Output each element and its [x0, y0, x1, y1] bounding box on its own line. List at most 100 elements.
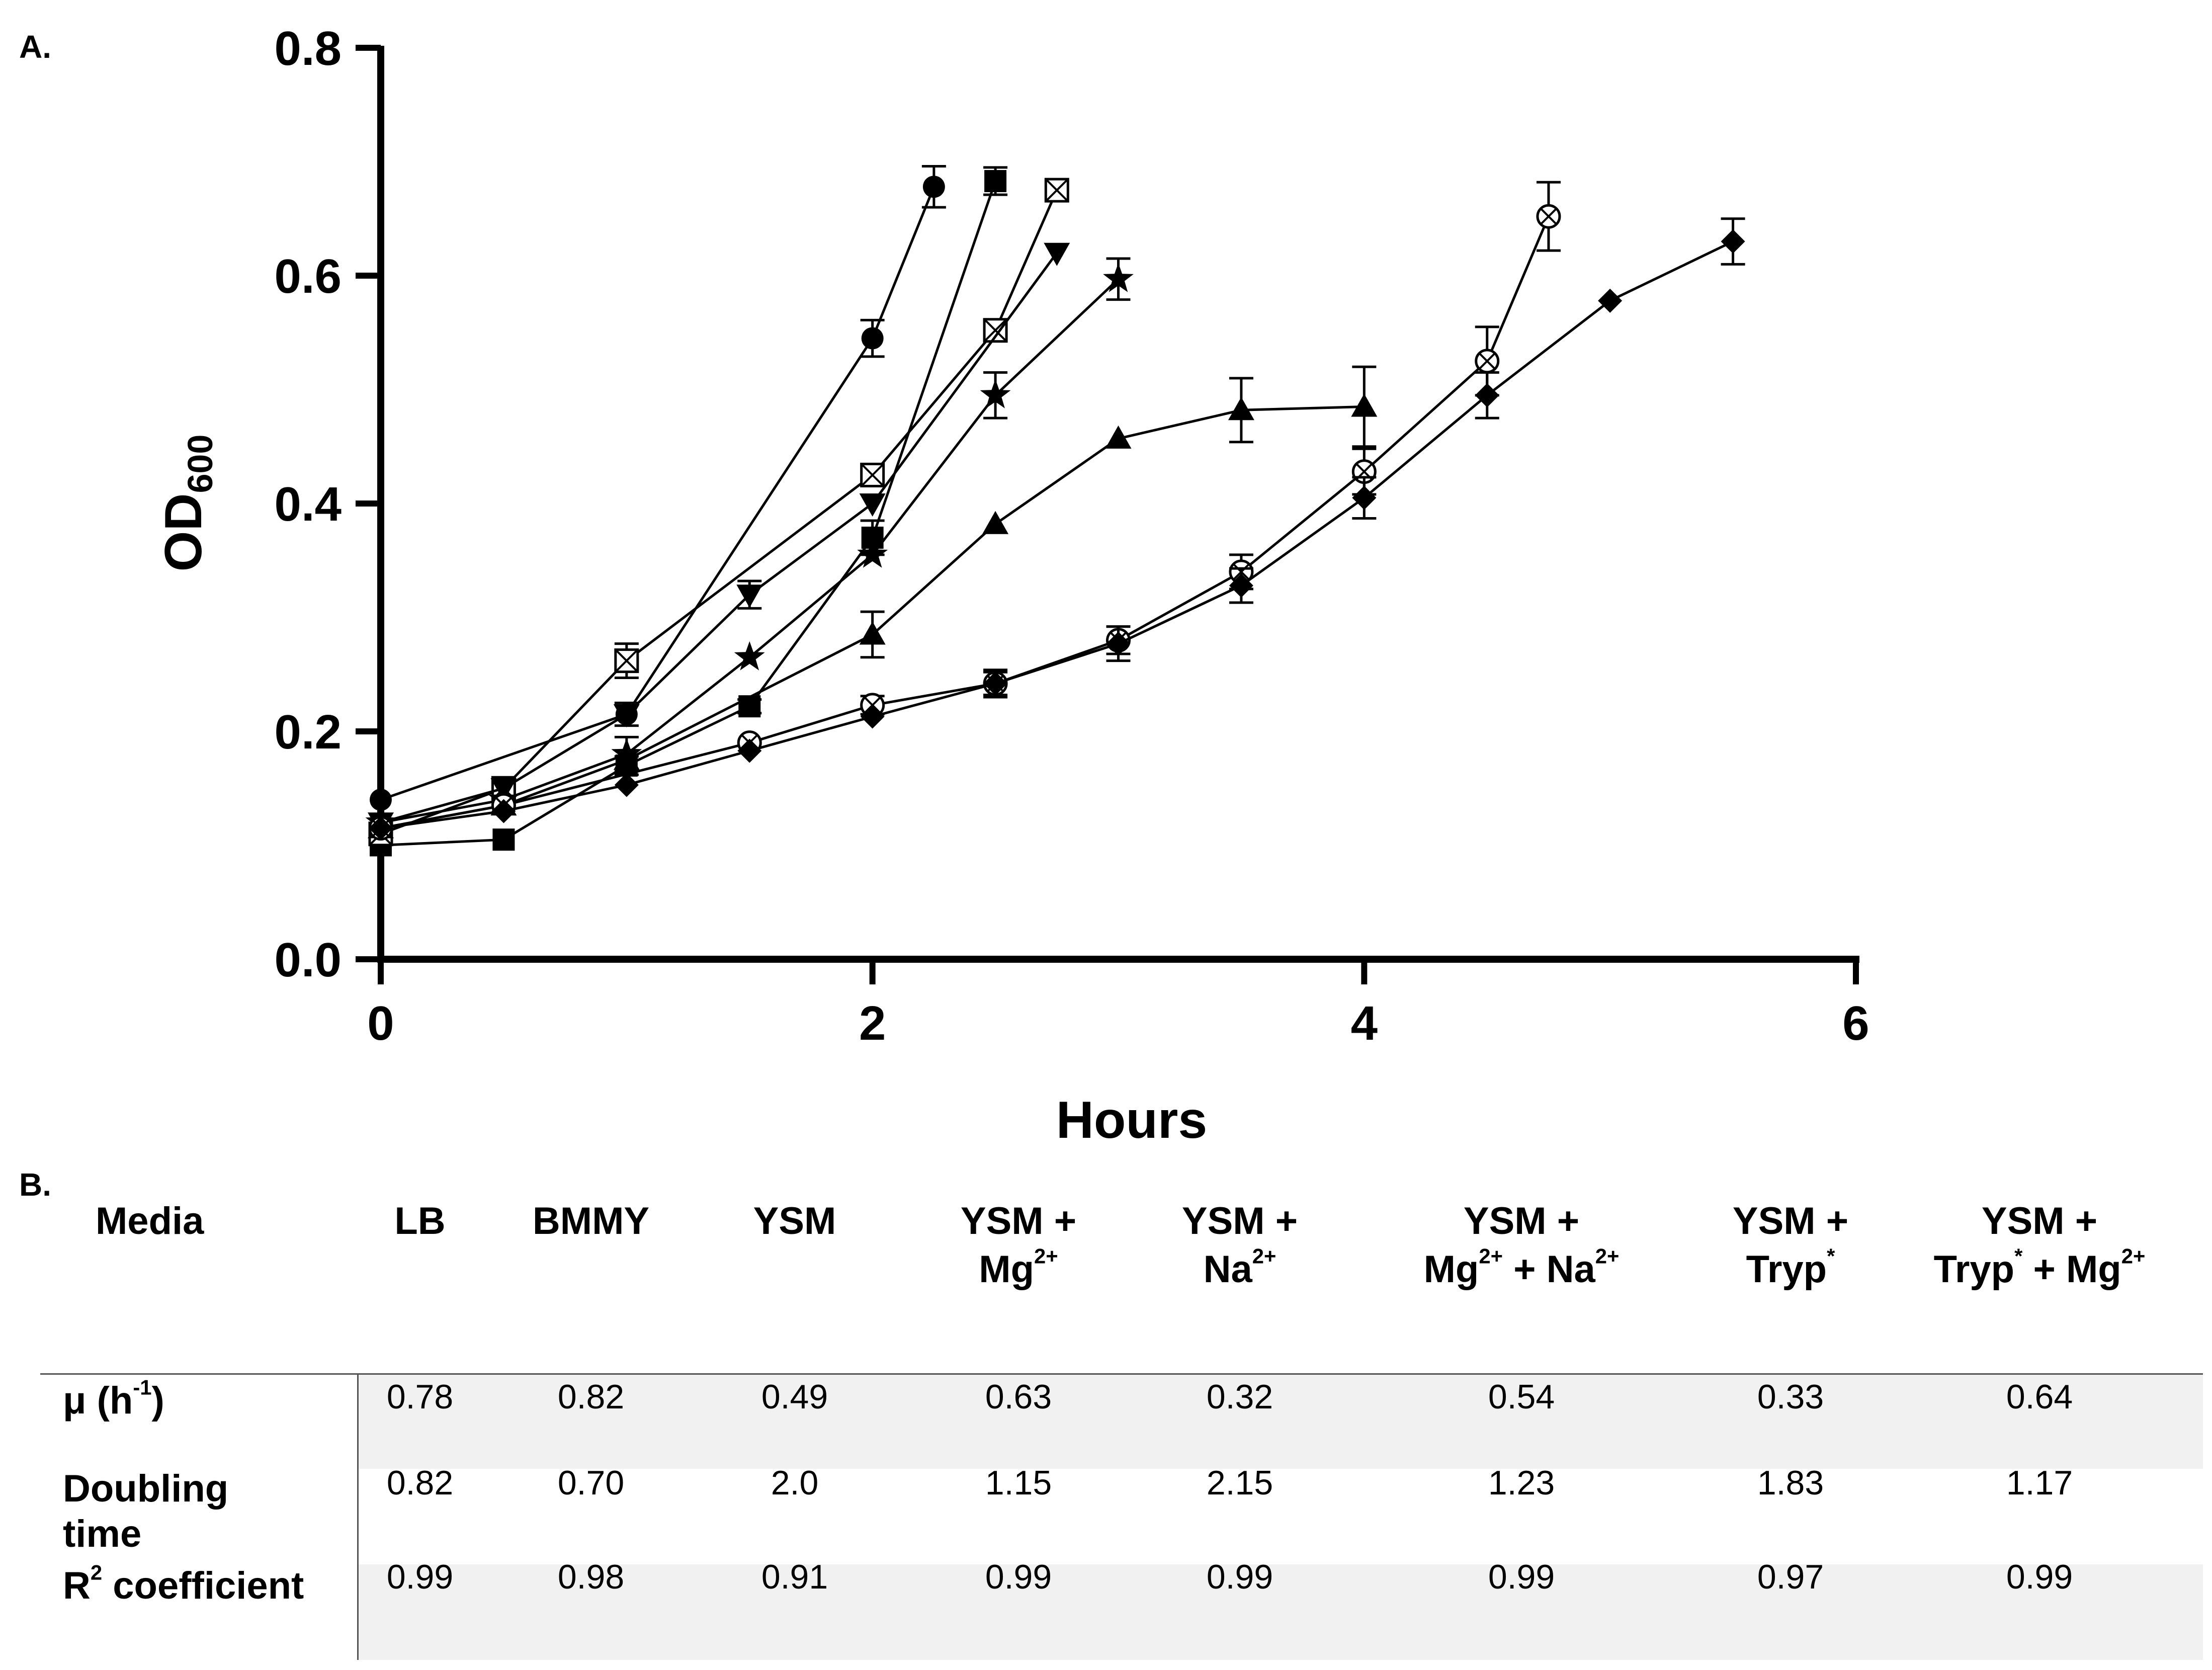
x-tick-label: 4 — [1351, 996, 1378, 1050]
y-tick-label: 0.0 — [275, 933, 342, 987]
series-line — [380, 216, 1550, 829]
chart-labels: Hours OD600 — [154, 435, 1207, 1149]
series-line — [380, 181, 997, 847]
table-cell: 0.99 — [985, 1558, 1052, 1596]
column-header: YSM — [753, 1200, 836, 1242]
data-point — [860, 462, 885, 487]
table-cell: 0.91 — [761, 1558, 828, 1596]
series-square-x — [368, 178, 1069, 847]
table-cell: 1.83 — [1757, 1464, 1824, 1502]
data-point — [983, 671, 1008, 696]
series-triangle-up — [368, 365, 1378, 839]
table-cell: 2.0 — [771, 1464, 819, 1502]
series-circle — [370, 165, 946, 811]
svg-text:OD600: OD600 — [154, 435, 220, 572]
x-tick-label: 2 — [859, 996, 886, 1050]
data-point — [1598, 288, 1623, 313]
data-point — [369, 816, 393, 841]
row-label-doubling-time: Doubling time — [63, 1467, 229, 1555]
data-point — [1044, 242, 1070, 266]
data-point — [859, 621, 886, 645]
data-point — [982, 511, 1009, 534]
table-cell: 0.78 — [386, 1378, 454, 1416]
table-top-rule — [40, 1373, 2203, 1375]
series-triangle-down — [368, 242, 1070, 836]
data-point — [614, 648, 639, 674]
panel-a-label: A. — [19, 29, 51, 65]
y-axis-label-main: OD — [154, 493, 213, 571]
series-line — [380, 186, 935, 801]
series-line — [380, 240, 1734, 829]
data-point — [1475, 349, 1500, 374]
y-tick-label: 0.6 — [275, 249, 342, 303]
table-cell: 0.99 — [386, 1558, 454, 1596]
data-point — [1351, 393, 1378, 417]
row-band-r2 — [357, 1564, 2203, 1660]
table-cell: 0.63 — [985, 1378, 1052, 1416]
table-cell: 0.99 — [2006, 1558, 2073, 1596]
data-point — [1105, 425, 1132, 449]
data-point — [859, 493, 886, 517]
data-point — [1044, 178, 1069, 203]
table-cell: 0.70 — [557, 1464, 625, 1502]
table-cell: 0.32 — [1206, 1378, 1273, 1416]
data-point — [613, 704, 640, 728]
table-cell: 0.49 — [761, 1378, 828, 1416]
data-point — [1106, 631, 1131, 656]
table-vertical-rule — [357, 1373, 359, 1660]
data-point — [980, 379, 1011, 408]
table-cell: 0.33 — [1757, 1378, 1824, 1416]
data-point — [491, 799, 516, 823]
growth-curve-chart: 0.0 0.2 0.4 0.6 0.8 0 2 4 6 Hours OD600 — [154, 22, 1869, 1149]
column-header: YSM + Tryp* + Mg2+ — [1933, 1200, 2146, 1291]
table-cell: 0.64 — [2006, 1378, 2073, 1416]
x-axis-label: Hours — [1056, 1091, 1207, 1149]
series-line — [380, 405, 1365, 829]
row-band-mu — [357, 1373, 2203, 1469]
data-point — [1721, 229, 1745, 254]
table-cell: 0.54 — [1488, 1378, 1555, 1416]
header-media: Media — [96, 1200, 204, 1242]
table-cell: 0.82 — [386, 1464, 454, 1502]
row-label-r2: R2 coefficient — [63, 1560, 304, 1607]
data-point — [984, 170, 1007, 193]
y-axis-label-sub: 600 — [181, 435, 220, 493]
data-point — [1229, 573, 1253, 598]
data-point — [983, 318, 1008, 343]
data-point — [1103, 263, 1134, 292]
column-header: YSM + Na2+ — [1181, 1200, 1298, 1291]
panel-b-label: B. — [19, 1166, 51, 1203]
y-tick-label: 0.2 — [275, 705, 342, 759]
column-header: YSM + Mg2+ + Na2+ — [1423, 1200, 1620, 1291]
table-cell: 0.99 — [1206, 1558, 1273, 1596]
data-point — [736, 584, 763, 608]
data-point — [1352, 485, 1377, 510]
table-cell: 0.97 — [1757, 1558, 1824, 1596]
x-tick-label: 6 — [1842, 996, 1869, 1050]
x-tick-label: 0 — [367, 996, 394, 1050]
data-point — [492, 828, 515, 851]
table-cell: 1.17 — [2006, 1464, 2073, 1502]
data-point — [737, 738, 762, 763]
data-point — [1228, 397, 1254, 421]
column-header: YSM + Mg2+ — [960, 1200, 1077, 1291]
series-line — [380, 190, 1058, 836]
table-cell: 0.98 — [557, 1558, 625, 1596]
row-label-mu: μ (h-1) — [63, 1375, 164, 1422]
series-square — [370, 166, 1008, 857]
data-point — [614, 773, 639, 797]
data-point — [861, 327, 884, 350]
data-point — [734, 641, 765, 671]
series-diamond — [369, 217, 1745, 841]
column-header: LB — [394, 1200, 446, 1242]
y-axis-label: OD600 — [154, 435, 220, 572]
table-cell: 0.99 — [1488, 1558, 1555, 1596]
series-line — [380, 252, 1058, 824]
data-point — [370, 788, 392, 811]
table-cell: 0.82 — [557, 1378, 625, 1416]
data-point — [857, 538, 888, 568]
data-point — [613, 746, 640, 770]
y-tick-label: 0.8 — [275, 22, 342, 75]
data-point — [922, 176, 945, 198]
chart-series — [365, 165, 1745, 857]
